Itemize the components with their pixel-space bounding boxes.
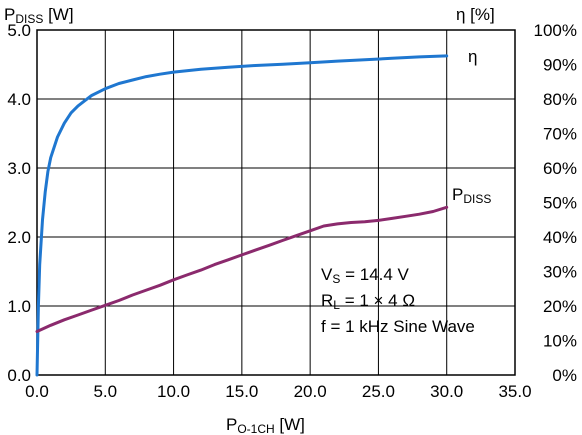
series-lines	[35, 54, 449, 377]
y-left-tick-label: 5.0	[7, 21, 31, 40]
y-left-tick-label: 2.0	[7, 228, 31, 247]
y-right-axis-title: η [%]	[456, 5, 495, 24]
x-tick-label: 20.0	[294, 382, 327, 401]
y-right-tick-label: 50%	[543, 194, 577, 213]
annotation-vs: VS = 14.4 V	[321, 265, 410, 286]
x-tick-label: 30.0	[430, 382, 463, 401]
annotation-rl: RL = 1 × 4 Ω	[321, 291, 415, 312]
x-tick-label: 25.0	[362, 382, 395, 401]
x-tick-label: 15.0	[225, 382, 258, 401]
y-left-tick-label: 3.0	[7, 159, 31, 178]
y-right-tick-label: 100%	[534, 21, 577, 40]
series-line-eta	[35, 54, 449, 377]
y-right-tick-label: 30%	[543, 263, 577, 282]
series-line-pdiss	[35, 205, 449, 333]
x-tick-label: 35.0	[498, 382, 531, 401]
plot-frame	[36, 29, 516, 376]
x-tick-label: 0.0	[25, 382, 49, 401]
y-right-tick-label: 90%	[543, 56, 577, 75]
y-left-tick-label: 0.0	[7, 366, 31, 385]
y-right-tick-label: 60%	[543, 159, 577, 178]
grid-lines	[37, 30, 515, 375]
y-left-axis-title: PDISS [W]	[4, 5, 74, 26]
x-tick-label: 10.0	[157, 382, 190, 401]
annotation-freq: f = 1 kHz Sine Wave	[321, 317, 475, 336]
y-right-tick-label: 10%	[543, 332, 577, 351]
y-right-tick-label: 80%	[543, 90, 577, 109]
y-left-tick-label: 1.0	[7, 297, 31, 316]
series-label-eta: η	[468, 47, 477, 66]
y-right-tick-label: 20%	[543, 297, 577, 316]
y-right-tick-label: 70%	[543, 125, 577, 144]
series-label-pdiss: PDISS	[452, 185, 491, 206]
x-axis-title: PO-1CH [W]	[226, 415, 305, 435]
y-left-tick-label: 4.0	[7, 90, 31, 109]
y-right-tick-label: 40%	[543, 228, 577, 247]
x-tick-label: 5.0	[93, 382, 117, 401]
y-right-tick-label: 0%	[552, 366, 577, 385]
tick-labels: 0.0 5.0 10.0 15.0 20.0 25.0 30.0 35.0 0.0 1.0 2.0 3…	[7, 21, 577, 401]
